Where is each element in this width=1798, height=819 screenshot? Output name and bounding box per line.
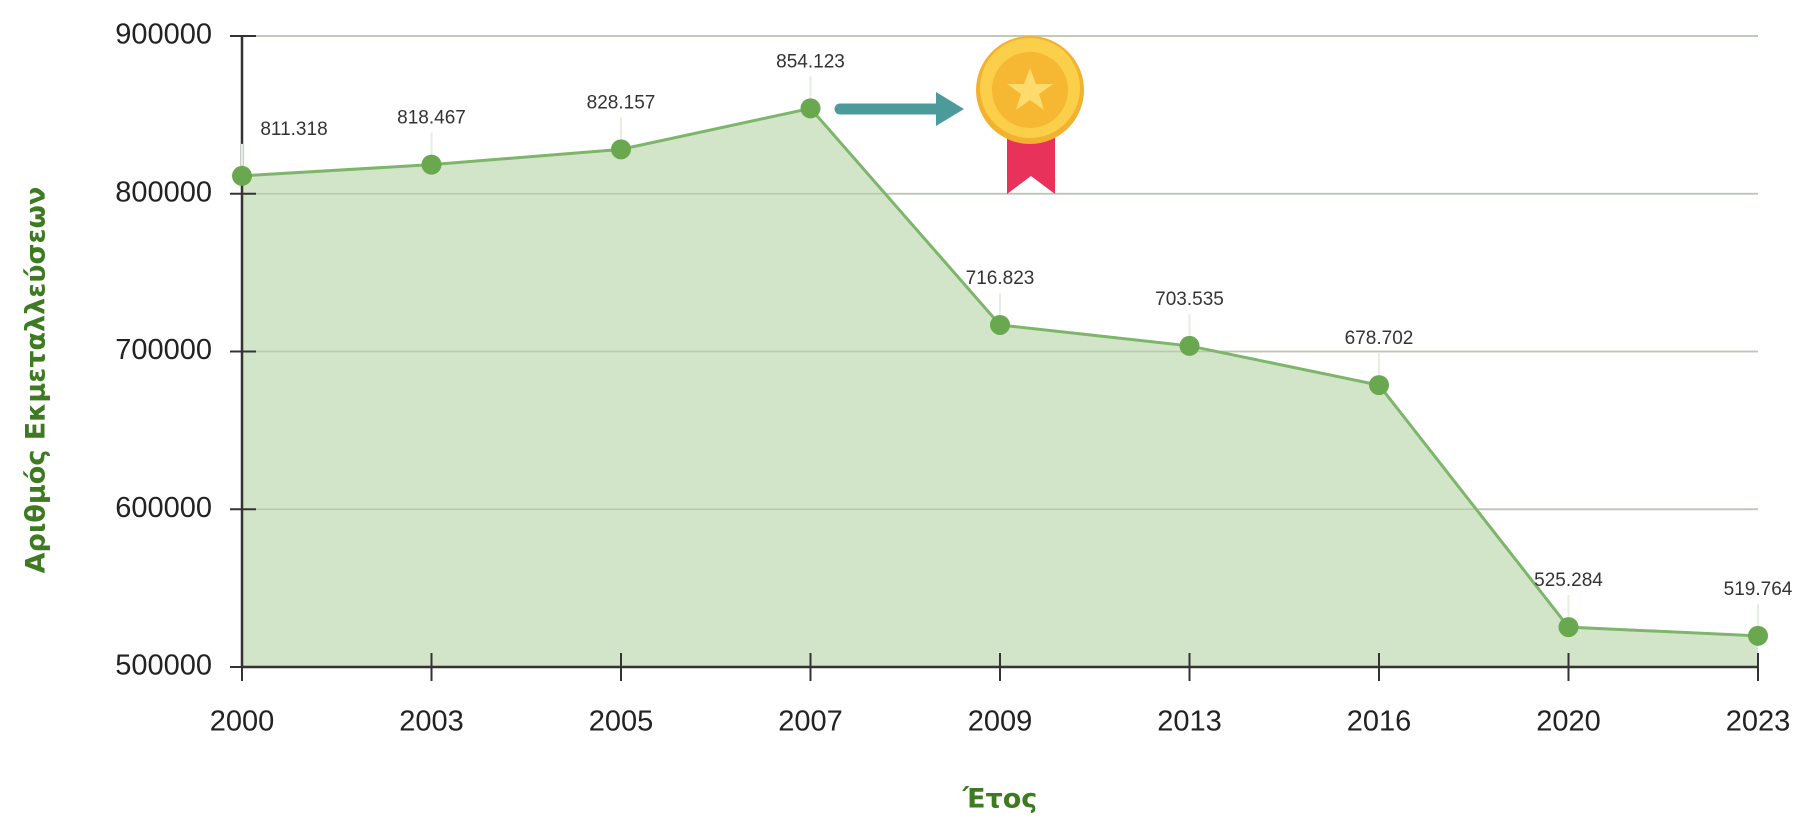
y-tick-label: 700000 [115,334,212,366]
y-tick-label: 600000 [115,492,212,524]
y-axis-title: Αριθμός Εκμεταλλεύσεων [21,187,52,574]
value-label: 703.535 [1155,289,1224,310]
point [421,154,442,175]
x-tick-label: 2005 [589,706,654,738]
medal-decoration [834,36,1084,194]
point [1558,617,1579,638]
point [1179,335,1200,356]
point [990,314,1010,335]
y-tick-label: 500000 [115,650,212,682]
x-tick-label: 2000 [210,706,275,738]
x-tick-label: 2003 [399,706,464,738]
point [1369,375,1389,396]
value-label: 854.123 [776,51,845,72]
value-label: 525.284 [1534,570,1603,591]
x-tick-label: 2023 [1726,706,1791,738]
value-label: 716.823 [966,268,1035,289]
value-label: 818.467 [397,108,466,129]
value-label: 828.157 [587,92,656,113]
medal-ribbon [1007,130,1055,194]
x-tick-label: 2007 [778,706,843,738]
x-tick-label: 2009 [968,706,1033,738]
x-axis-title: Έτος [962,784,1038,815]
point [1748,625,1768,646]
value-label: 811.318 [260,119,327,140]
x-tick-label: 2020 [1536,706,1601,738]
arrow-head [936,92,964,126]
y-tick-label: 900000 [115,19,212,51]
medal-star [1007,68,1053,110]
area [242,108,1758,667]
point [232,165,252,186]
value-label: 519.764 [1724,579,1793,600]
y-tick-label: 800000 [115,176,212,208]
value-label: 678.702 [1345,328,1414,349]
x-tick-label: 2013 [1157,706,1222,738]
point [611,139,631,160]
point [800,98,821,119]
x-tick-label: 2016 [1347,706,1412,738]
